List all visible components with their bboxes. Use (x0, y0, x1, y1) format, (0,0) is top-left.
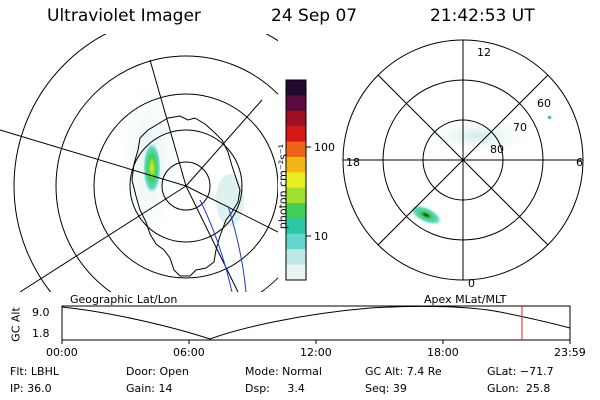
altitude-plot (61, 305, 571, 344)
magnetic-line (199, 199, 233, 292)
mlt-label-18: 18 (346, 156, 360, 169)
info-gc-alt: GC Alt: 7.4 Re (365, 365, 442, 378)
coastline (131, 115, 241, 277)
info-glon: GLon: 25.8 (487, 382, 551, 395)
info-dsp: Dsp: 3.4 (245, 382, 305, 395)
app-title: Ultraviolet Imager (47, 6, 201, 26)
mlt-label-6: 6 (576, 156, 583, 169)
colorbar-swatch (286, 203, 306, 219)
alt-tick-high: 9.0 (32, 306, 50, 319)
mlt-label-12: 12 (477, 46, 491, 59)
apex-caption: Apex MLat/MLT (424, 293, 507, 306)
x-tick-2359: 23:59 (554, 346, 586, 359)
colorbar-swatch (286, 233, 306, 250)
info-glat: GLat: −71.7 (487, 365, 554, 378)
polar-map (342, 39, 584, 281)
colorbar-swatch (286, 126, 306, 143)
info-ip: IP: 36.0 (10, 382, 52, 395)
colorbar-swatch (286, 187, 306, 204)
colorbar-swatch (286, 141, 306, 158)
x-tick-0600: 06:00 (173, 346, 205, 359)
mlt-label-0: 0 (468, 277, 475, 290)
aurora-spot (409, 204, 443, 226)
date-label: 24 Sep 07 (271, 6, 358, 26)
altitude-ylabel: GC Alt (9, 307, 23, 342)
mlat-label-80: 80 (490, 143, 504, 156)
colorbar-swatch (286, 110, 306, 127)
aurora-dot (548, 116, 551, 119)
colorbar-swatch (286, 156, 306, 173)
colorbar-swatch (286, 249, 306, 266)
glow-east (216, 174, 244, 226)
geographic-caption: Geographic Lat/Lon (70, 293, 178, 306)
info-filter: Flt: LBHL (10, 365, 59, 378)
geographic-map (0, 34, 278, 292)
mlat-label-60: 60 (537, 97, 551, 110)
magnetic-line (227, 205, 247, 292)
x-tick-0000: 00:00 (46, 346, 78, 359)
colorbar-swatch (286, 172, 306, 189)
colorbar-swatch (286, 95, 306, 112)
mlat-label-70: 70 (513, 121, 527, 134)
info-seq: Seq: 39 (365, 382, 407, 395)
info-gain: Gain: 14 (126, 382, 173, 395)
info-door: Door: Open (126, 365, 189, 378)
colorbar-swatch (286, 218, 306, 235)
colorbar-swatch (286, 264, 306, 281)
time-label: 21:42:53 UT (430, 6, 535, 26)
x-tick-1200: 12:00 (300, 346, 332, 359)
colorbar-tick-10: 10 (314, 230, 328, 243)
alt-tick-low: 1.8 (32, 327, 50, 340)
x-tick-1800: 18:00 (427, 346, 459, 359)
info-mode: Mode: Normal (245, 365, 322, 378)
glow-oval (423, 118, 533, 154)
colorbar (285, 79, 311, 281)
aurora-blob (143, 142, 161, 194)
altitude-curve (61, 305, 571, 340)
colorbar-swatch (286, 80, 306, 96)
colorbar-tick-100: 100 (314, 141, 335, 154)
colorbar-unit-label: photon cm⁻²s⁻¹ (276, 143, 290, 230)
